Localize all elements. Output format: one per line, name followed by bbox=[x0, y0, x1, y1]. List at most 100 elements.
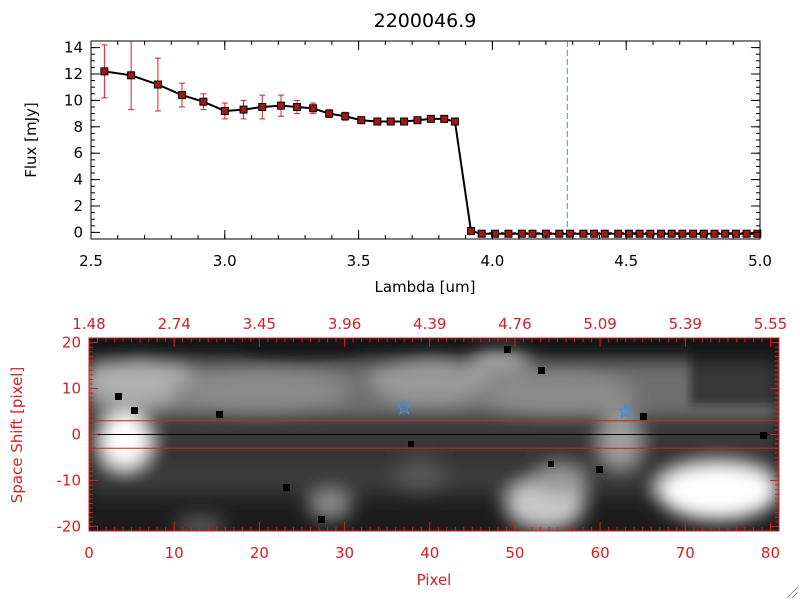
spectrum-ticks: 2.5 3.0 3.5 4.0 4.5 5.0 0 2 4 6 8 10 12 14 bbox=[64, 39, 772, 270]
data-point bbox=[555, 229, 564, 238]
image-ticks: 0 1.48 10 2.74 20 3.45 30 3.96 40 4.39 50 4.76 60 5.0… bbox=[57, 315, 788, 562]
data-point bbox=[477, 229, 486, 238]
data-point bbox=[153, 80, 162, 89]
image-x-tick-label: 20 bbox=[250, 544, 269, 562]
star-marker bbox=[395, 398, 413, 415]
image-top-tick-label: 2.74 bbox=[157, 315, 190, 333]
y-tick-label: 0 bbox=[73, 223, 83, 241]
data-point bbox=[386, 117, 395, 126]
data-point bbox=[566, 229, 575, 238]
flux-series-line bbox=[104, 70, 758, 235]
data-point bbox=[646, 229, 655, 238]
image-y-tick-label: 20 bbox=[62, 334, 81, 352]
data-point bbox=[579, 229, 588, 238]
image-x-tick-label: 40 bbox=[420, 544, 439, 562]
data-point bbox=[635, 229, 644, 238]
data-point bbox=[656, 229, 665, 238]
data-point bbox=[600, 229, 609, 238]
flux-spectrum-panel: 2200046.9 2.5 3.0 3.5 4.0 4.5 5.002468101214 … bbox=[22, 10, 772, 296]
data-point bbox=[699, 229, 708, 238]
spectrum-marks bbox=[100, 40, 762, 239]
data-point bbox=[742, 229, 751, 238]
data-point bbox=[517, 229, 526, 238]
data-point bbox=[100, 67, 109, 76]
spectrum-plot-frame bbox=[90, 40, 761, 240]
image-top-tick-label: 5.55 bbox=[754, 315, 787, 333]
x-tick-label: 3.0 bbox=[213, 252, 237, 270]
x-axis-title: Lambda [um] bbox=[375, 278, 476, 296]
data-point bbox=[325, 109, 334, 118]
data-point bbox=[276, 101, 285, 110]
image-top-tick-label: 3.45 bbox=[243, 315, 276, 333]
data-point bbox=[293, 103, 302, 111]
image-y-tick-label: -10 bbox=[57, 471, 82, 489]
image-top-tick-label: 5.39 bbox=[669, 315, 702, 333]
x-tick-label: 5.0 bbox=[748, 252, 772, 270]
data-point bbox=[731, 229, 740, 238]
image-x-tick-label: 50 bbox=[505, 544, 524, 562]
data-point bbox=[309, 104, 318, 113]
data-point bbox=[357, 116, 366, 125]
data-point bbox=[220, 106, 229, 115]
data-point bbox=[373, 117, 382, 126]
data-point bbox=[177, 91, 186, 100]
data-point bbox=[413, 116, 422, 125]
y-tick-label: 14 bbox=[64, 39, 83, 57]
data-point bbox=[753, 229, 762, 238]
data-point bbox=[127, 71, 136, 80]
image-x-tick-label: 30 bbox=[335, 544, 354, 562]
y-tick-label: 12 bbox=[64, 65, 83, 83]
x-tick-label: 4.0 bbox=[480, 252, 504, 270]
y-tick-label: 6 bbox=[73, 144, 83, 162]
data-point bbox=[239, 105, 248, 114]
image-x-tick-label: 80 bbox=[761, 544, 780, 562]
y-tick-label: 10 bbox=[64, 91, 83, 109]
data-point bbox=[400, 117, 409, 126]
data-point bbox=[667, 229, 676, 238]
data-point bbox=[689, 229, 698, 238]
y-axis-title: Flux [mJy] bbox=[22, 102, 40, 178]
image-top-tick-label: 3.96 bbox=[328, 315, 361, 333]
chart-title: 2200046.9 bbox=[374, 10, 477, 32]
x-tick-label: 4.5 bbox=[614, 252, 638, 270]
data-point bbox=[199, 97, 208, 106]
image-y-axis-title: Space Shift [pixel] bbox=[8, 367, 26, 504]
data-point bbox=[491, 229, 500, 238]
image-x-tick-label: 60 bbox=[591, 544, 610, 562]
data-point bbox=[440, 114, 449, 123]
spectral-image bbox=[89, 338, 779, 531]
data-point bbox=[678, 229, 687, 238]
data-point bbox=[590, 229, 599, 238]
data-point bbox=[528, 229, 537, 238]
image-x-tick-label: 70 bbox=[676, 544, 695, 562]
image-x-tick-label: 10 bbox=[165, 544, 184, 562]
x-tick-label: 3.5 bbox=[347, 252, 371, 270]
data-point bbox=[258, 103, 267, 111]
y-tick-label: 4 bbox=[73, 171, 83, 189]
spatial-image-panel: 0 1.48 10 2.74 20 3.45 30 3.96 40 4.39 50 4.76 60 5.0… bbox=[8, 315, 787, 589]
y-tick-label: 2 bbox=[73, 197, 83, 215]
data-point bbox=[426, 114, 435, 123]
x-tick-label: 2.5 bbox=[79, 252, 103, 270]
image-overlay bbox=[89, 398, 779, 449]
image-top-tick-label: 4.76 bbox=[498, 315, 531, 333]
data-point bbox=[710, 229, 719, 238]
data-point bbox=[504, 229, 513, 238]
image-y-tick-label: 0 bbox=[71, 426, 81, 444]
data-point bbox=[721, 229, 730, 238]
image-top-tick-label: 4.39 bbox=[413, 315, 446, 333]
resize-grip[interactable] bbox=[786, 586, 799, 599]
image-y-tick-label: -20 bbox=[57, 517, 82, 535]
data-point bbox=[624, 229, 633, 238]
data-point bbox=[466, 227, 475, 236]
data-point bbox=[450, 117, 459, 126]
image-top-tick-label: 5.09 bbox=[583, 315, 616, 333]
image-x-tick-label: 0 bbox=[84, 544, 94, 562]
image-y-tick-label: 10 bbox=[62, 380, 81, 398]
y-tick-label: 8 bbox=[73, 118, 83, 136]
star-marker bbox=[617, 402, 634, 419]
image-x-axis-title: Pixel bbox=[417, 571, 452, 589]
data-point bbox=[614, 229, 623, 238]
image-top-tick-label: 1.48 bbox=[72, 315, 105, 333]
